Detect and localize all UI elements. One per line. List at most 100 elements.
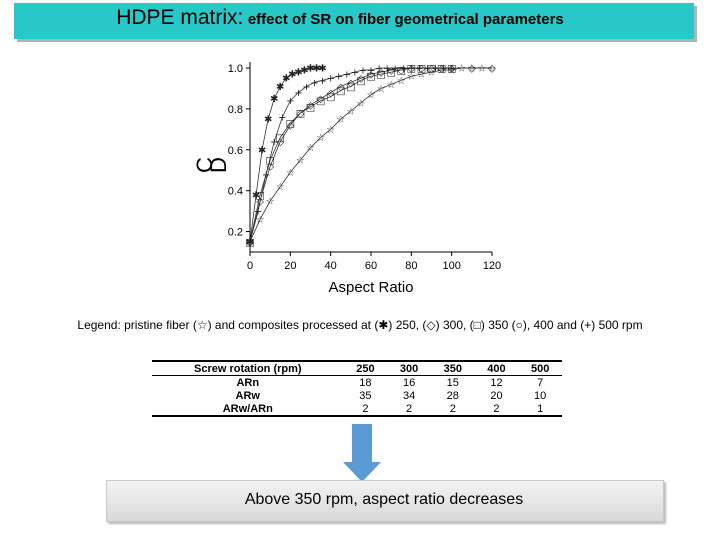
data-point: ☆: [316, 133, 325, 144]
table-cell: 2: [430, 402, 475, 417]
data-point: ☆: [467, 64, 476, 75]
data-point: ◇: [266, 162, 274, 173]
data-point: ✱: [306, 64, 314, 75]
data-point: +: [335, 72, 343, 83]
header-cell: 350: [430, 360, 475, 376]
series-line: [249, 67, 323, 242]
data-point: +: [399, 64, 407, 75]
table-cell: 16: [402, 376, 416, 389]
conclusion-text: Above 350 rpm, aspect ratio decreases: [244, 491, 524, 508]
x-tick-label: 120: [483, 260, 501, 272]
table-cell: 34: [402, 389, 416, 402]
data-point: ◇: [286, 121, 294, 132]
data-point: ◇: [387, 66, 395, 77]
data-point: ◇: [246, 237, 254, 248]
chart-legend: Legend: pristine fiber (☆) and composite…: [0, 318, 720, 332]
data-point: ☆: [296, 156, 305, 167]
down-arrow-icon: [343, 462, 381, 482]
data-point: ☆: [437, 66, 446, 77]
data-point: ✱: [282, 74, 290, 85]
legend-text-300: ) 300, (: [435, 318, 474, 332]
data-point: ◇: [276, 137, 284, 148]
table-cell: 28: [446, 389, 459, 402]
header-cell: 250: [343, 360, 388, 376]
legend-symbol-500: +: [584, 318, 592, 332]
data-point: □: [286, 119, 295, 130]
data-point: ◇: [428, 64, 436, 75]
data-point: ✱: [252, 190, 260, 201]
data-point: ☆: [377, 84, 386, 95]
table-cell: 18: [359, 376, 372, 389]
data-point: □: [346, 82, 355, 93]
data-point: □: [326, 92, 335, 103]
x-tick-label: 80: [405, 260, 417, 272]
header-cell: 500: [518, 360, 562, 376]
title-main: HDPE matrix:: [116, 6, 244, 29]
table-cell: 2: [387, 402, 431, 417]
data-point: ☆: [397, 76, 406, 87]
data-point: +: [423, 64, 431, 75]
x-tick-label: 100: [442, 260, 460, 272]
data-point: +: [391, 64, 399, 75]
data-point: □: [306, 102, 315, 113]
table-cell: 2: [474, 402, 519, 417]
legend-symbol-400: ○: [515, 318, 523, 332]
table-cell: 1: [518, 402, 562, 417]
data-point: ☆: [407, 72, 416, 83]
data-point: +: [351, 68, 359, 79]
data-point: □: [245, 237, 254, 248]
data-point: ✱: [300, 66, 308, 77]
data-point: ◇: [317, 94, 325, 105]
data-point: ◇: [468, 64, 476, 75]
table-row: ARw 35 34 28 20 10: [152, 389, 562, 402]
series-line: [249, 67, 452, 242]
legend-symbol-300: ◇: [426, 318, 436, 332]
data-point: +: [302, 82, 310, 93]
data-point: □: [437, 64, 446, 75]
data-point: □: [447, 64, 456, 75]
data-point: +: [310, 78, 318, 89]
data-point: +: [318, 76, 326, 87]
table-cell: 7: [537, 376, 544, 389]
table-cell: 15: [446, 376, 459, 389]
data-point: ✱: [264, 115, 272, 126]
y-tick-label: 0.6: [228, 145, 243, 157]
legend-symbol-350: □: [473, 318, 481, 332]
data-point: □: [397, 66, 406, 77]
table-header-row: Screw rotation (rpm) 250 300 350 400 500: [152, 360, 562, 376]
screw-rotation-table: Screw rotation (rpm) 250 300 350 400 500…: [152, 360, 562, 417]
data-point: +: [278, 113, 286, 124]
row-label: ARw/ARn: [152, 402, 344, 417]
data-point: □: [296, 108, 305, 119]
data-point: ✱: [318, 64, 326, 75]
legend-text-500: ) 500 rpm: [591, 318, 643, 332]
data-point: ✱: [288, 70, 296, 81]
table-cell: 20: [490, 389, 503, 402]
table-row: ARn 18 16 15 12 7: [152, 376, 562, 390]
title-banner: [14, 3, 694, 39]
data-point: □: [265, 156, 274, 167]
data-point: ☆: [447, 66, 456, 77]
data-point: +: [415, 64, 423, 75]
data-point: ☆: [477, 64, 486, 75]
series-line: [249, 67, 492, 242]
data-point: +: [326, 74, 334, 85]
data-point: ◇: [488, 64, 496, 75]
legend-text-250: ) 250, (: [388, 318, 427, 332]
y-tick-label: 0.4: [228, 186, 243, 198]
data-point: □: [276, 133, 285, 144]
data-point: +: [270, 137, 278, 148]
conclusion-box: [106, 480, 664, 522]
data-point: ◇: [397, 66, 405, 77]
data-point: ◇: [357, 74, 365, 85]
data-point: □: [316, 96, 325, 107]
data-point: ✱: [294, 68, 302, 79]
data-point: +: [294, 88, 302, 99]
header-cell: 400: [474, 360, 519, 376]
row-label: ARn: [236, 376, 260, 389]
data-point: +: [431, 64, 439, 75]
x-tick-label: 0: [247, 260, 253, 272]
data-point: ◇: [367, 70, 375, 81]
legend-mid: ) and composites processed at (: [207, 318, 379, 332]
data-point: ◇: [307, 100, 315, 111]
